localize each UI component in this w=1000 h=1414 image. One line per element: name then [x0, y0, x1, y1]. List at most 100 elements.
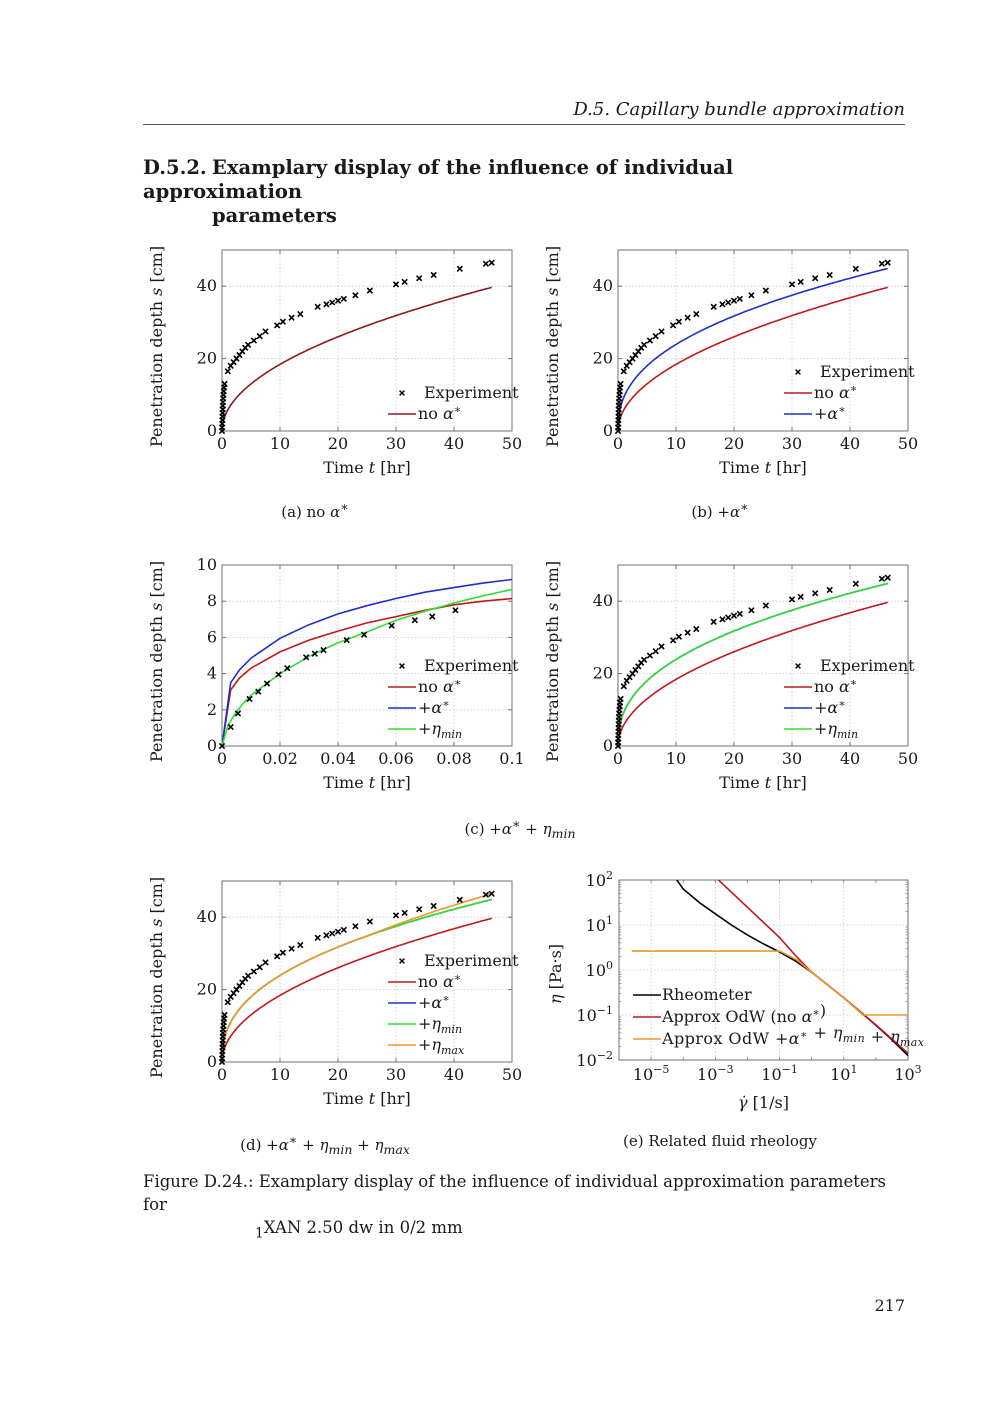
experiment-marker [884, 574, 891, 581]
legend-label: Approx OdW +α∗ + ηmin + ηmax [661, 1023, 925, 1049]
experiment-marker [684, 314, 691, 321]
experiment-marker [343, 636, 350, 644]
experiment-marker [224, 999, 231, 1006]
experiment-marker [878, 575, 886, 582]
experiment-marker [620, 368, 627, 375]
series-line-no [618, 601, 888, 746]
experiment-marker [675, 633, 683, 640]
legend-label: +α∗ [418, 697, 450, 717]
experiment-marker [334, 928, 342, 935]
experiment-marker [250, 337, 258, 344]
x-tick-label: 0 [217, 434, 227, 453]
y-tick-label: 10−1 [576, 1004, 613, 1025]
legend-label: no α∗ [418, 403, 461, 423]
legend-marker-experiment [795, 369, 801, 375]
experiment-marker [652, 332, 659, 340]
legend-marker-experiment [399, 663, 405, 669]
experiment-marker [392, 281, 400, 288]
caption-subscript: 1 [255, 1225, 264, 1242]
experiment-marker [488, 259, 495, 266]
y-tick-label: 0 [603, 736, 613, 755]
axis-frame [617, 249, 909, 432]
figure-label: Figure D.24.: [143, 1172, 254, 1191]
x-tick-label: 20 [724, 434, 744, 453]
x-tick-label: 30 [386, 434, 406, 453]
experiment-marker [730, 612, 738, 619]
x-axis-label: Time t [hr] [323, 773, 410, 792]
experiment-marker [852, 580, 859, 587]
x-tick-label: 20 [328, 1065, 348, 1084]
legend-label: +α∗ [814, 697, 846, 717]
experiment-marker [710, 618, 717, 625]
experiment-marker [693, 310, 700, 318]
subcaption-b: (b) +α∗ [691, 499, 749, 521]
experiment-marker [314, 303, 321, 310]
x-tick-label: 40 [840, 434, 860, 453]
y-tick-label: 4 [207, 664, 217, 683]
chart-c-long: 0 10 20 30 40 50 0 20 40 Time t [hr] Penetration d… [543, 561, 918, 792]
legend-label: +α∗ [814, 403, 846, 423]
figure-caption-text: Examplary display of the influence of in… [143, 1172, 887, 1214]
y-tick-label: 102 [586, 869, 613, 890]
y-tick-label: 8 [207, 591, 217, 610]
experiment-marker [262, 328, 269, 335]
experiment-marker [620, 683, 627, 690]
x-axis-label: Time t [hr] [719, 458, 806, 477]
series-line- [618, 267, 888, 431]
y-tick-label: 20 [593, 349, 613, 368]
x-tick-label: 0.1 [499, 749, 524, 768]
legend-label: +ηmin [814, 719, 858, 741]
section-number: D.5.2. [143, 156, 207, 179]
experiment-marker [652, 647, 659, 655]
y-tick-label: 0 [207, 1052, 217, 1071]
experiment-marker [256, 963, 263, 971]
section-title: D.5.2. Examplary display of the influence… [143, 156, 863, 228]
experiment-marker [748, 292, 755, 299]
experiment-marker [826, 271, 833, 279]
experiment-marker [416, 275, 423, 282]
x-tick-label: 50 [898, 434, 918, 453]
experiment-marker [218, 742, 226, 750]
experiment-marker [323, 301, 330, 308]
y-axis-label: Penetration depth s [cm] [147, 877, 166, 1078]
x-tick-label: 0 [613, 749, 623, 768]
section-title-line1: Examplary display of the influence of in… [143, 156, 734, 203]
experiment-marker [320, 646, 327, 654]
series-line-no [222, 286, 492, 431]
series-line-no [222, 917, 492, 1062]
x-axis-label: Time t [hr] [719, 773, 806, 792]
experiment-marker [640, 656, 648, 664]
experiment-marker [273, 322, 281, 329]
legend-label: Experiment [424, 383, 519, 402]
x-tick-label: 40 [444, 434, 464, 453]
x-tick-label: 10 [270, 1065, 290, 1084]
experiment-marker [456, 265, 463, 272]
experiment-marker [297, 310, 304, 318]
legend-label: +ηmin [418, 719, 462, 741]
y-tick-label: 40 [593, 276, 613, 295]
experiment-marker [244, 341, 252, 349]
experiment-marker [788, 281, 796, 288]
experiment-marker [334, 297, 342, 304]
chart-c: 0 0.02 0.04 0.06 0.08 0.1 0 2 4 6 8 10 Time t [hr] Pe… [147, 555, 525, 792]
experiment-marker [388, 622, 395, 629]
experiment-marker [227, 723, 234, 731]
legend-marker-experiment [399, 390, 405, 396]
experiment-marker [392, 912, 400, 919]
experiment-marker [812, 590, 819, 597]
y-tick-label: 100 [586, 959, 613, 980]
experiment-marker [762, 287, 770, 294]
experiment-marker [340, 926, 347, 934]
experiment-marker [693, 625, 700, 633]
y-tick-label: 10−2 [576, 1049, 613, 1070]
y-tick-label: 0 [207, 736, 217, 755]
y-tick-label: 20 [197, 980, 217, 999]
x-tick-label: 101 [830, 1063, 857, 1084]
x-tick-label: 10−1 [761, 1063, 798, 1084]
figure-caption-line2: XAN 2.50 dw in 0/2 mm [263, 1218, 463, 1237]
experiment-marker [401, 278, 408, 286]
x-tick-label: 0 [217, 1065, 227, 1084]
experiment-marker [323, 932, 330, 939]
experiment-marker [482, 891, 490, 898]
x-axis-label: Time t [hr] [323, 458, 410, 477]
